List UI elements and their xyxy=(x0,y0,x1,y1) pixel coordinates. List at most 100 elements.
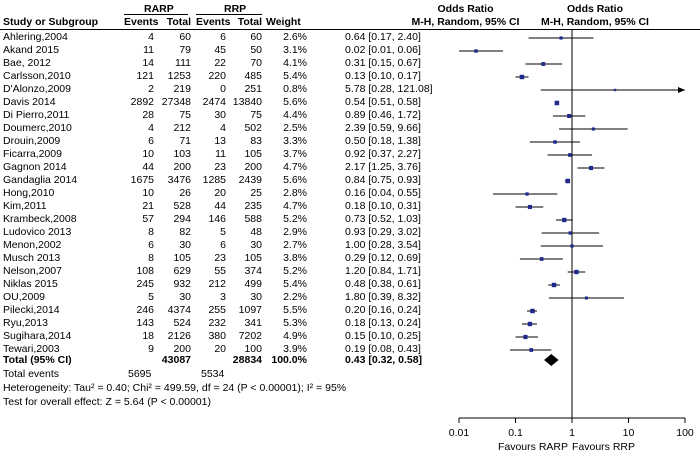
point-estimate-marker xyxy=(574,269,579,275)
odds-ratio-header: Odds Ratio xyxy=(437,3,494,15)
axis-tick-label: 100 xyxy=(676,427,694,439)
rrp-total: 60 xyxy=(250,31,262,43)
study-weight: 5.3% xyxy=(283,317,307,329)
point-estimate-marker xyxy=(588,165,594,171)
point-estimate-marker xyxy=(527,204,532,210)
study-name: Nelson,2007 xyxy=(3,265,62,277)
rrp-total: 105 xyxy=(244,252,262,264)
study-name: Tewari,2003 xyxy=(3,343,60,355)
study-or-text: 0.73 [0.52, 1.03] xyxy=(345,213,421,225)
study-weight: 5.5% xyxy=(283,304,307,316)
rarp-events: 5 xyxy=(148,291,154,303)
rrp-events: 23 xyxy=(214,161,226,173)
rarp-total: 82 xyxy=(179,226,191,238)
rrp-total: 48 xyxy=(250,226,262,238)
study-name: Musch 2013 xyxy=(3,252,61,264)
rarp-events: 2 xyxy=(148,83,154,95)
study-name: Hong,2010 xyxy=(3,187,55,199)
rrp-total: 374 xyxy=(244,265,262,277)
rrp-events: 380 xyxy=(208,330,226,342)
study-or-text: 2.17 [1.25, 3.76] xyxy=(345,161,421,173)
rarp-total: 200 xyxy=(173,343,191,355)
study-name: Doumerc,2010 xyxy=(3,122,72,134)
study-weight: 5.4% xyxy=(283,70,307,82)
rarp-events: 143 xyxy=(136,317,154,329)
study-or-text: 0.93 [0.29, 3.02] xyxy=(345,226,421,238)
rrp-total: 499 xyxy=(244,278,262,290)
total1-column-header: Total xyxy=(166,16,191,28)
rrp-total: 485 xyxy=(244,70,262,82)
study-or-text: 0.31 [0.15, 0.67] xyxy=(345,57,421,69)
study-weight: 3.9% xyxy=(283,343,307,355)
rrp-total: 200 xyxy=(244,161,262,173)
favours-rarp-label: Favours RARP xyxy=(497,441,568,453)
study-weight: 5.4% xyxy=(283,278,307,290)
study-weight: 4.7% xyxy=(283,200,307,212)
point-estimate-marker xyxy=(559,36,563,40)
rrp-events: 20 xyxy=(214,187,226,199)
point-estimate-marker xyxy=(554,100,560,106)
study-or-text: 0.29 [0.12, 0.69] xyxy=(345,252,421,264)
study-weight: 2.8% xyxy=(283,187,307,199)
rrp-events: 1285 xyxy=(202,174,226,186)
study-name: Menon,2002 xyxy=(3,239,62,251)
study-weight: 3.7% xyxy=(283,148,307,160)
rarp-total: 26 xyxy=(179,187,191,199)
point-estimate-marker xyxy=(551,282,557,288)
rrp-events: 5 xyxy=(220,226,226,238)
study-name: Kim,2011 xyxy=(3,200,47,212)
rarp-events: 6 xyxy=(148,239,154,251)
rrp-events: 23 xyxy=(214,252,226,264)
axis-tick-label: 10 xyxy=(622,427,635,439)
study-weight: 4.1% xyxy=(283,57,307,69)
study-or-text: 0.18 [0.13, 0.24] xyxy=(345,317,421,329)
rarp-events: 10 xyxy=(142,148,154,160)
study-weight: 5.6% xyxy=(283,96,307,108)
rarp-total: 71 xyxy=(179,135,191,147)
rrp-events: 232 xyxy=(208,317,226,329)
rrp-events: 146 xyxy=(208,213,226,225)
rarp-events: 108 xyxy=(136,265,154,277)
study-name: Ficarra,2009 xyxy=(3,148,62,160)
study-weight: 4.9% xyxy=(283,330,307,342)
plot-method-header: M-H, Random, 95% CI xyxy=(541,16,649,28)
rrp-total: 30 xyxy=(250,291,262,303)
study-name: Niklas 2015 xyxy=(3,278,58,290)
group1-header-rule xyxy=(124,14,188,15)
axis-tick-label: 0.01 xyxy=(448,427,470,439)
point-estimate-marker xyxy=(562,217,567,223)
study-name: Sugihara,2014 xyxy=(3,330,72,342)
rarp-total: 103 xyxy=(173,148,191,160)
study-or-text: 0.54 [0.51, 0.58] xyxy=(345,96,421,108)
rarp-events: 245 xyxy=(136,278,154,290)
rarp-total: 294 xyxy=(173,213,191,225)
study-weight: 2.7% xyxy=(283,239,307,251)
rarp-total: 75 xyxy=(179,109,191,121)
method-column-header: M-H, Random, 95% CI xyxy=(411,16,520,28)
rarp-events: 28 xyxy=(142,109,154,121)
total-events-rrp: 5534 xyxy=(201,368,225,380)
study-name: Di Pierro,2011 xyxy=(3,109,70,121)
rarp-total: 27348 xyxy=(161,96,191,108)
rrp-total: 2439 xyxy=(238,174,262,186)
study-or-text: 0.50 [0.18, 1.38] xyxy=(345,135,421,147)
rarp-events: 57 xyxy=(142,213,154,225)
point-estimate-marker xyxy=(529,348,534,352)
heterogeneity-stats: Heterogeneity: Tau² = 0.40; Chi² = 499.5… xyxy=(3,382,347,394)
rarp-total: 932 xyxy=(173,278,191,290)
rrp-total: 1097 xyxy=(238,304,262,316)
rarp-total: 3476 xyxy=(167,174,191,186)
group2-header-rule xyxy=(196,14,262,15)
study-weight: 2.2% xyxy=(283,291,307,303)
rarp-events: 2892 xyxy=(130,96,154,108)
study-name: Akand 2015 xyxy=(3,44,60,56)
pooled-estimate-diamond xyxy=(544,354,559,366)
rarp-total: 528 xyxy=(173,200,191,212)
point-estimate-marker xyxy=(523,334,528,340)
rrp-events: 13 xyxy=(214,135,226,147)
rrp-total: 25 xyxy=(250,187,262,199)
point-estimate-marker xyxy=(591,127,595,131)
study-or-text: 0.20 [0.16, 0.24] xyxy=(345,304,421,316)
rarp-events: 4 xyxy=(148,122,154,134)
